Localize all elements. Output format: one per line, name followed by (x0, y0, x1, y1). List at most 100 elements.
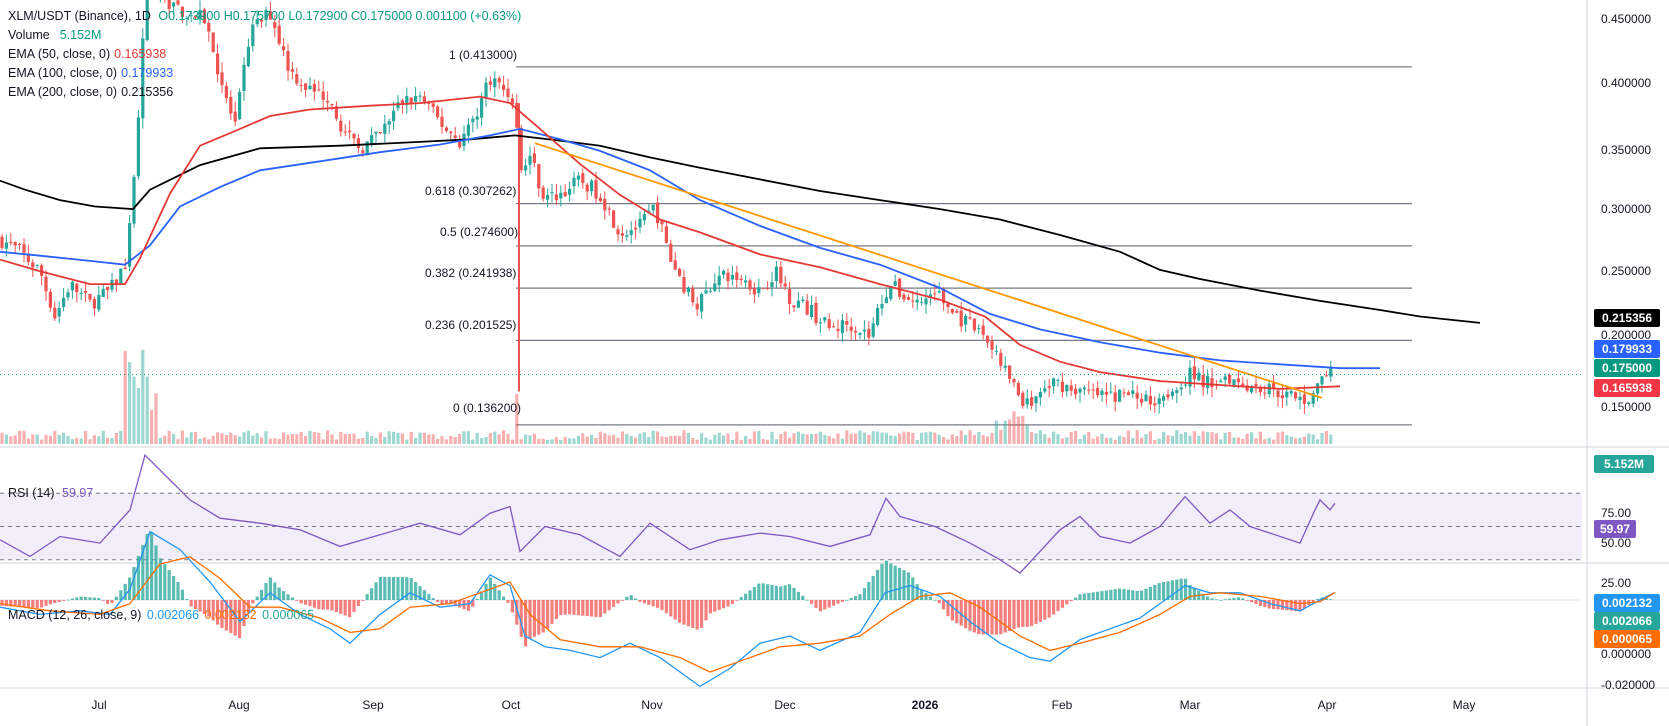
volume-bar (198, 438, 202, 444)
candle-body (1236, 378, 1240, 383)
volume-bar (1285, 435, 1289, 444)
candle-body (1175, 390, 1179, 394)
candle-body (959, 310, 963, 327)
macd-histogram-bar (97, 597, 101, 600)
candle-body (537, 164, 541, 189)
candle-body (840, 320, 844, 334)
volume-bar (1236, 437, 1240, 444)
macd-histogram-bar (176, 581, 180, 600)
x-tick: Aug (228, 698, 250, 712)
macd-histogram-bar (889, 563, 893, 600)
macd-histogram-bar (1241, 598, 1245, 600)
volume-bar (396, 432, 400, 444)
macd-histogram-bar (436, 600, 440, 603)
candle-body (1025, 398, 1029, 405)
volume-bar (1210, 431, 1214, 444)
volume-bar (876, 431, 880, 444)
macd-histogram-bar (352, 600, 356, 612)
volume-bar (1162, 431, 1166, 444)
candle-body (1056, 379, 1060, 381)
volume-bar (862, 432, 866, 444)
candle-body (229, 97, 233, 114)
candle-body (251, 24, 255, 47)
volume-bar (889, 435, 893, 444)
macd-histogram-bar (774, 585, 778, 600)
volume-bar (1074, 430, 1078, 444)
macd-histogram-bar (1316, 598, 1320, 600)
ema200-label[interactable]: EMA (200, close, 0) (8, 85, 118, 99)
candle-body (695, 303, 699, 310)
ema50-label[interactable]: EMA (50, close, 0) (8, 47, 111, 61)
volume-bar (942, 436, 946, 444)
volume-bar (686, 432, 690, 444)
volume-bar (691, 438, 695, 444)
candle-body (854, 330, 858, 333)
last-price-badge: 0.175000 (1594, 359, 1660, 377)
candle-body (194, 15, 198, 18)
candle-body (823, 317, 827, 321)
rsi-tick: 25.00 (1601, 576, 1632, 590)
candle-body (238, 92, 242, 120)
macd-histogram-bar (185, 599, 189, 600)
candle-body (295, 74, 299, 84)
candle-body (268, 11, 272, 20)
volume-bar (400, 433, 404, 444)
volume-bar (1307, 433, 1311, 444)
macd-histogram-bar (911, 577, 915, 600)
macd-histogram-bar (568, 600, 572, 615)
macd-histogram-bar (664, 600, 668, 614)
volume-bar (361, 437, 365, 444)
candle-body (370, 135, 374, 144)
macd-histogram-bar (761, 583, 765, 600)
volume-bar (946, 439, 950, 444)
macd-histogram-bar (827, 600, 831, 608)
volume-bar (268, 438, 272, 444)
symbol-label[interactable]: XLM/USDT (Binance), 1D (8, 9, 151, 23)
candle-body (233, 111, 237, 122)
volume-bar (616, 437, 620, 444)
macd-histogram-bar (31, 600, 35, 608)
candle-body (409, 97, 413, 104)
macd-histogram-bar (563, 600, 567, 615)
candle-body (1166, 394, 1170, 398)
volume-bar (858, 430, 862, 444)
volume-bar (9, 436, 13, 444)
macd-histogram-bar (585, 600, 589, 617)
macd-histogram-bar (409, 578, 413, 600)
macd-histogram-bar (634, 598, 638, 600)
macd-histogram-bar (915, 584, 919, 600)
volume-label[interactable]: Volume (8, 28, 50, 42)
candle-body (1245, 385, 1249, 391)
candle-body (1118, 389, 1122, 402)
volume-bar (471, 439, 475, 444)
candle-body (356, 138, 360, 149)
macd-histogram-bar (1302, 600, 1306, 609)
volume-bar (436, 438, 440, 444)
macd-histogram-bar (1298, 600, 1302, 612)
macd-label[interactable]: MACD (12, 26, close, 9) (8, 608, 142, 622)
candle-body (339, 120, 343, 132)
candle-body (616, 229, 620, 235)
macd-histogram-bar (110, 600, 114, 603)
candle-body (788, 288, 792, 304)
ema100-label[interactable]: EMA (100, close, 0) (8, 66, 118, 80)
macd-histogram-bar (1016, 600, 1020, 628)
volume-bar (352, 433, 356, 444)
candle-body (590, 180, 594, 192)
candle-body (880, 304, 884, 309)
candle-body (1192, 366, 1196, 380)
macd-histogram-bar (334, 600, 338, 613)
macd-histogram-bar (779, 586, 783, 600)
rsi-legend: RSI (14) 59.97 (8, 486, 93, 500)
volume-bar (1091, 438, 1095, 444)
volume-bar (638, 433, 642, 444)
macd-histogram-bar (972, 600, 976, 633)
volume-bar (704, 437, 708, 444)
macd-histogram-bar (475, 599, 479, 600)
candle-body (1065, 384, 1069, 392)
macd-histogram-bar (1078, 594, 1082, 600)
volume-bar (26, 438, 30, 444)
rsi-label[interactable]: RSI (14) (8, 486, 55, 500)
volume-bar (528, 435, 532, 444)
